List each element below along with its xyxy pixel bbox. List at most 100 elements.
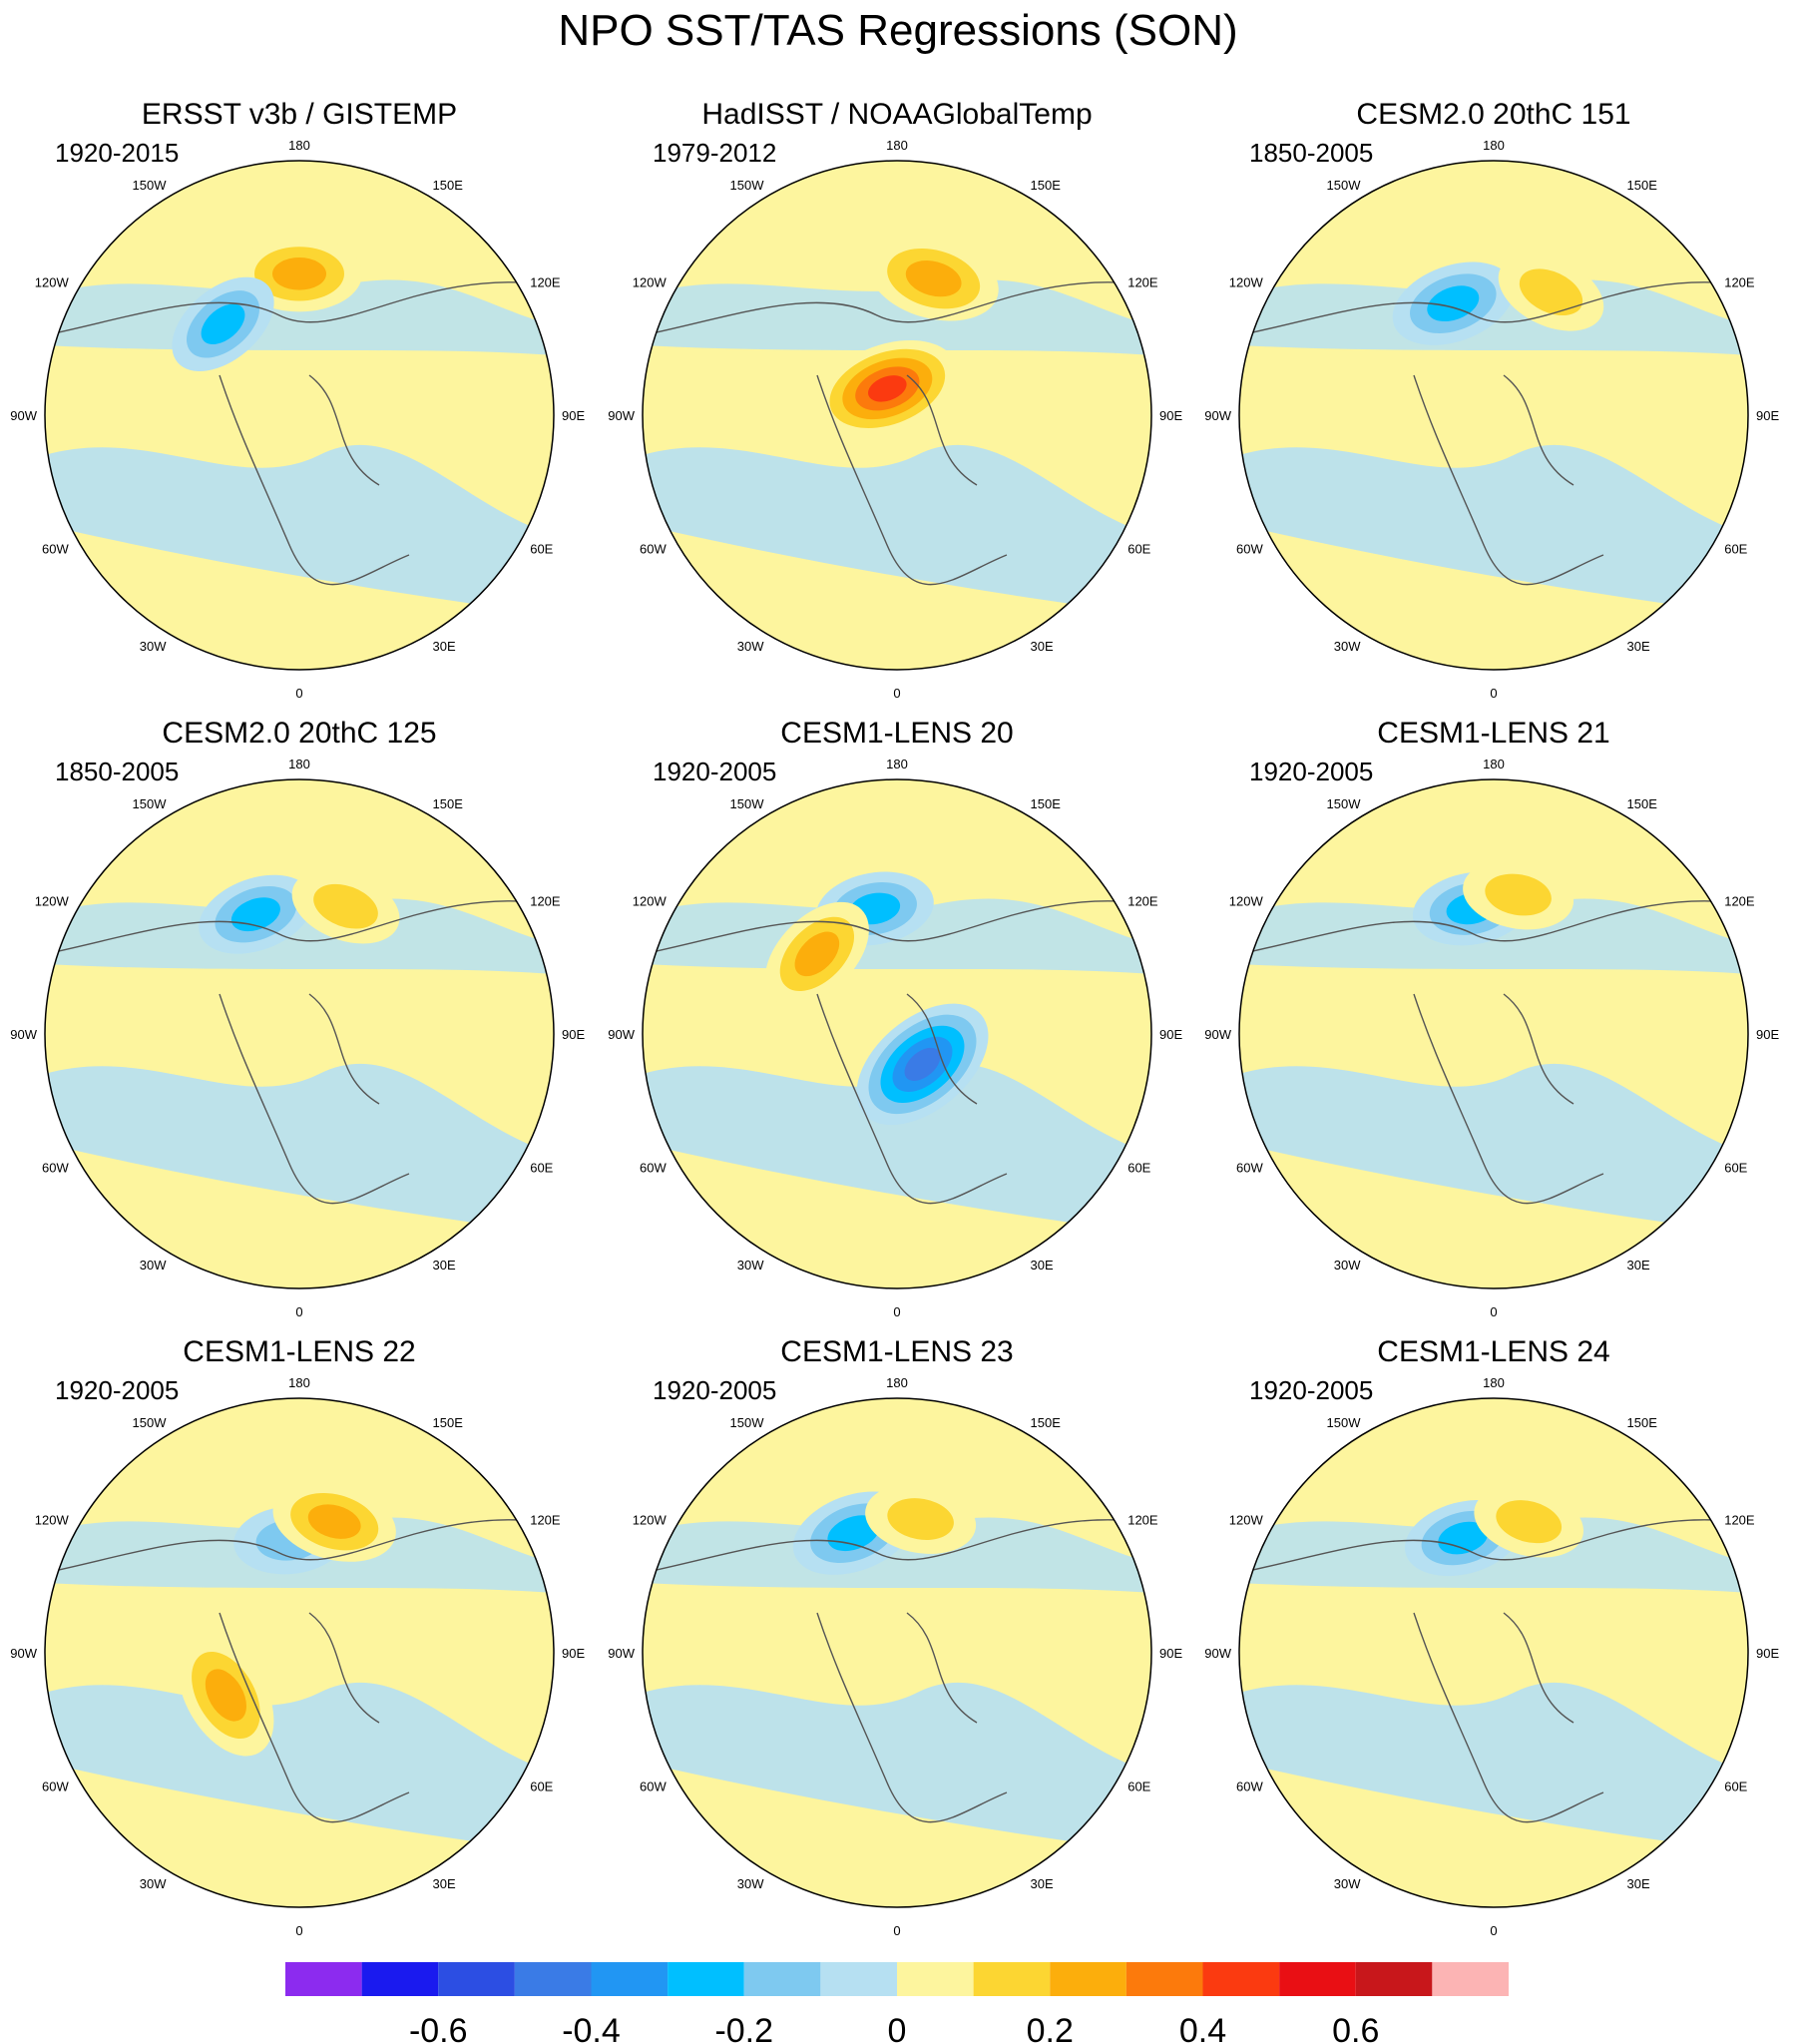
colorbar-swatch — [743, 1962, 821, 1996]
anomaly-contour — [1519, 268, 1583, 316]
longitude-label: 60E — [1724, 1780, 1747, 1794]
map-boundary — [1238, 1397, 1749, 1908]
longitude-label: 60E — [530, 1161, 553, 1176]
longitude-label: 180 — [886, 1375, 908, 1390]
map-boundary — [44, 778, 555, 1289]
map-field — [45, 779, 554, 1288]
longitude-label: 180 — [288, 757, 310, 771]
longitude-label: 60W — [42, 1161, 69, 1176]
longitude-label: 30E — [1627, 1258, 1650, 1273]
longitude-label: 90W — [10, 1646, 37, 1661]
longitude-label: 90W — [1204, 408, 1231, 423]
colorbar-swatch — [514, 1962, 592, 1996]
longitude-label: 180 — [886, 757, 908, 771]
panel-title: CESM1-LENS 24 — [1377, 1335, 1609, 1368]
longitude-label: 60E — [1127, 1161, 1150, 1176]
longitude-label: 120E — [1724, 894, 1755, 909]
map-boundary — [1238, 160, 1749, 671]
colorbar-tick-label: -0.4 — [562, 2012, 621, 2044]
panel-period: 1920-2005 — [1249, 757, 1373, 786]
map-boundary — [642, 160, 1152, 671]
panel-title: CESM2.0 20thC 151 — [1356, 98, 1630, 131]
anomaly-contour — [1438, 1521, 1489, 1555]
longitude-label: 30W — [737, 1258, 764, 1273]
panel-grid: ERSST v3b / GISTEMP 1920-2015 180 150E 120E 9… — [10, 98, 1779, 1938]
longitude-label: 60E — [1724, 1161, 1747, 1176]
colorbar-swatch — [973, 1962, 1051, 1996]
longitude-label: 150W — [133, 796, 168, 811]
longitude-label: 30E — [1031, 1876, 1054, 1891]
longitude-label: 120W — [1229, 894, 1264, 909]
weak-negative-belt — [45, 279, 554, 355]
longitude-label: 150W — [1327, 796, 1362, 811]
panel-title: CESM1-LENS 22 — [183, 1335, 415, 1368]
longitude-label: 120W — [35, 1513, 70, 1528]
anomaly-contour — [205, 1669, 246, 1722]
longitude-label: 60E — [1127, 542, 1150, 557]
longitude-label: 120E — [1724, 275, 1755, 290]
anomaly-contour — [868, 375, 907, 402]
map-field — [45, 1398, 554, 1907]
longitude-label: 90E — [562, 1646, 585, 1661]
figure-title: NPO SST/TAS Regressions (SON) — [558, 6, 1237, 55]
longitude-label: 30E — [1031, 1258, 1054, 1273]
longitude-label: 30E — [433, 1258, 456, 1273]
longitude-label: 60W — [640, 542, 667, 557]
colorbar-swatch — [1432, 1962, 1509, 1996]
map-boundary — [44, 160, 555, 671]
panel-period: 1920-2015 — [55, 138, 179, 168]
coastline — [1239, 900, 1748, 1205]
longitude-label: 120W — [1229, 275, 1264, 290]
panel-title: CESM2.0 20thC 125 — [162, 717, 436, 750]
longitude-label: 120E — [530, 1513, 561, 1528]
longitude-label: 0 — [295, 686, 302, 701]
weak-negative-belt — [45, 444, 554, 615]
longitude-label: 90W — [608, 1027, 635, 1042]
map-panel: ERSST v3b / GISTEMP 1920-2015 180 150E 120E 9… — [10, 98, 585, 701]
longitude-label: 90W — [608, 1646, 635, 1661]
longitude-label: 0 — [1490, 1923, 1497, 1938]
longitude-label: 30E — [1627, 639, 1650, 654]
weak-negative-belt — [643, 1682, 1151, 1852]
anomaly-contour — [201, 303, 245, 345]
longitude-label: 180 — [886, 138, 908, 153]
panel-period: 1920-2005 — [55, 1375, 179, 1405]
longitude-label: 60E — [530, 1780, 553, 1794]
longitude-label: 150E — [1031, 178, 1062, 193]
longitude-label: 150E — [433, 796, 464, 811]
weak-negative-belt — [1239, 1063, 1748, 1234]
longitude-label: 60W — [42, 1780, 69, 1794]
longitude-label: 180 — [288, 1375, 310, 1390]
longitude-label: 150W — [1327, 1415, 1362, 1430]
anomaly-contour — [887, 1498, 954, 1540]
longitude-label: 60E — [1127, 1780, 1150, 1794]
colorbar-swatch — [1355, 1962, 1433, 1996]
longitude-label: 60W — [42, 542, 69, 557]
longitude-label: 30W — [1334, 639, 1361, 654]
colorbar-tick-label: 0 — [888, 2012, 907, 2044]
longitude-label: 90E — [1756, 1027, 1779, 1042]
colorbar-swatch — [285, 1962, 362, 1996]
longitude-label: 90W — [1204, 1646, 1231, 1661]
panel-title: ERSST v3b / GISTEMP — [142, 98, 457, 131]
colorbar-swatch — [438, 1962, 515, 1996]
coastline — [643, 1519, 1151, 1823]
longitude-label: 0 — [893, 686, 900, 701]
longitude-label: 120W — [633, 1513, 668, 1528]
panel-title: HadISST / NOAAGlobalTemp — [701, 98, 1092, 131]
longitude-label: 150W — [730, 796, 765, 811]
longitude-label: 120W — [633, 275, 668, 290]
longitude-label: 60W — [640, 1161, 667, 1176]
longitude-label: 120E — [1127, 894, 1158, 909]
longitude-label: 90W — [608, 408, 635, 423]
map-field — [1239, 779, 1748, 1288]
anomaly-contour — [905, 260, 962, 297]
weak-negative-belt — [45, 1682, 554, 1852]
longitude-label: 60W — [640, 1780, 667, 1794]
colorbar-tick-label: -0.6 — [409, 2012, 468, 2044]
anomaly-contour — [1496, 1500, 1563, 1544]
map-field — [643, 161, 1151, 670]
